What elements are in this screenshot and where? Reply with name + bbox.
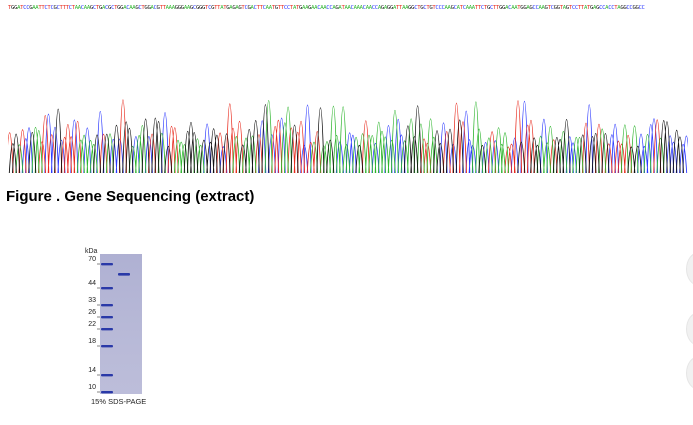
gel-ladder-band <box>101 328 113 331</box>
gel-caption: 15% SDS-PAGE <box>91 397 147 406</box>
gel-image <box>97 254 142 394</box>
gel-marker-label: 33 <box>88 297 96 304</box>
trace-C <box>21 100 688 174</box>
sds-page-gel-figure: kDa 70 44 33 26 22 18 14 10 15% SDS-PAGE <box>78 248 168 418</box>
side-scroll-button[interactable] <box>686 356 693 390</box>
gel-ladder-band <box>101 287 113 290</box>
gel-marker-label: 10 <box>88 384 96 391</box>
gel-ladder-band <box>101 263 113 266</box>
gel-ladder-band <box>101 316 113 319</box>
trace-T <box>8 99 662 174</box>
gel-sample-band <box>118 273 130 276</box>
gel-marker-label: 18 <box>88 338 96 345</box>
gel-marker-label: 70 <box>88 256 96 263</box>
gel-unit-label: kDa <box>85 248 98 255</box>
chromatogram-trace <box>8 99 688 174</box>
figure-caption: Figure . Gene Sequencing (extract) <box>6 188 255 205</box>
gel-ladder-band <box>101 374 113 377</box>
side-scroll-button[interactable] <box>686 252 693 286</box>
gel-marker-label: 22 <box>88 321 96 328</box>
gel-ladder-band <box>101 345 113 348</box>
trace-G <box>8 104 684 174</box>
gel-ladder-band <box>101 304 113 307</box>
gel-marker-label: 44 <box>88 280 96 287</box>
side-scroll-button[interactable] <box>686 312 693 346</box>
gel-marker-label: 14 <box>88 367 96 374</box>
gel-ladder-band <box>101 391 113 394</box>
gel-marker-label: 26 <box>88 309 96 316</box>
sequence-text: TGGATCCGAATTCTCGCTTTCTAACAAGCTGACGCTGGAC… <box>8 5 645 11</box>
trace-A <box>15 100 665 174</box>
